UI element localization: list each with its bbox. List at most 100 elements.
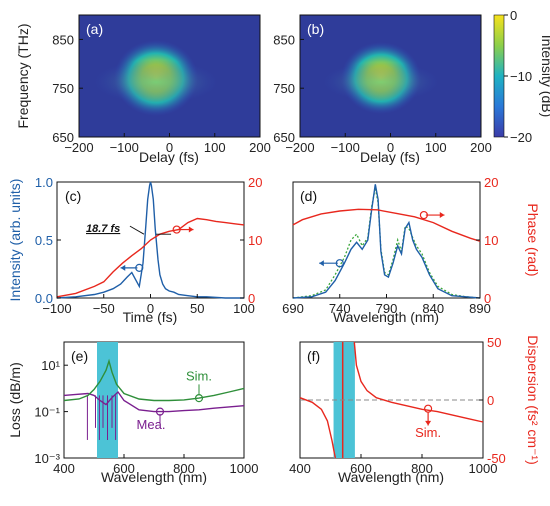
ytick-label: 750 <box>52 81 74 96</box>
axes-e-xtick-label: 600 <box>113 461 135 476</box>
panel-b-label: (b) <box>307 21 324 37</box>
axes-c-xtick-label: 0 <box>147 301 154 316</box>
axes-c-ytick-label: 0.0 <box>35 291 53 306</box>
spectrum-sim-line <box>292 187 481 299</box>
fwhm-pointer-left <box>129 225 145 235</box>
intensity-line <box>56 181 244 299</box>
axes-a-xlabel: Delay (fs) <box>139 149 199 165</box>
axes-c-xlabel: Time (fs) <box>123 309 178 325</box>
axes-d-xtick-label: 740 <box>329 301 351 316</box>
heatmap-b-sidelobes <box>323 62 439 102</box>
dispersion-arrowhead <box>425 420 432 426</box>
axes-a-xtick-label: −100 <box>110 140 139 155</box>
axes-e-plot: Sim. Mea. <box>63 342 245 458</box>
axes-f-xtick-label: 400 <box>289 461 311 476</box>
heatmap-a-sidelobes <box>94 60 218 104</box>
panel-e-label: (e) <box>71 348 88 364</box>
axes-e-xtick-label: 800 <box>173 461 195 476</box>
axes-a-ylabel: Frequency (THz) <box>15 23 31 128</box>
axes-d-y2tick-label: 10 <box>484 233 498 248</box>
colorbar-tick-label: −20 <box>510 130 532 145</box>
axes-a-xtick-label: 0 <box>166 140 173 155</box>
axes-f-y2tick-label: -50 <box>487 451 506 466</box>
axes-d-xlabel: Wavelength (nm) <box>333 309 439 325</box>
colorbar-ticks: 0 −10 −20 <box>504 8 532 145</box>
axes-b-ticks: −200 −100 0 100 200 650 750 850 <box>273 32 492 155</box>
axes-f-xtick-label: 600 <box>350 461 372 476</box>
axes-a-xtick-label: −200 <box>64 140 93 155</box>
axes-c-y2tick-label: 10 <box>248 233 262 248</box>
sim-legend-label: Sim. <box>186 368 212 383</box>
axes-b-xtick-label: 0 <box>387 140 394 155</box>
spectrum-meas-line <box>292 184 481 299</box>
axes-d-xtick-label: 690 <box>282 301 304 316</box>
axes-f-plot: Sim. <box>299 341 484 459</box>
axes-d-plot <box>292 184 481 299</box>
ytick-label: 650 <box>273 130 295 145</box>
axes-d-frame <box>292 181 481 299</box>
loss-measured-line <box>63 390 245 413</box>
axes-b-xtick-label: −100 <box>331 140 360 155</box>
axes-a-xtick-label: 100 <box>204 140 226 155</box>
axes-f-xtick-label: 800 <box>411 461 433 476</box>
phase-arrowhead <box>188 226 194 233</box>
axes-b-xtick-label: 100 <box>425 140 447 155</box>
dispersion-line <box>299 397 337 459</box>
axes-c-ylabel: Intensity (arb. units) <box>7 179 23 302</box>
axes-d-xtick-label: 890 <box>469 301 491 316</box>
dispersion-legend-label: Sim. <box>415 425 441 440</box>
axes-e-ytick-label: 10⁻³ <box>34 451 60 466</box>
loss-simulated-line <box>63 358 245 402</box>
axes-b-xtick-label: −200 <box>285 140 314 155</box>
axes-c-y2tick-label: 0 <box>248 291 255 306</box>
axes-e-xtick-label: 400 <box>53 461 75 476</box>
axes-c-ytick-label: 0.5 <box>35 233 53 248</box>
axes-d-y2label: Phase (rad) <box>525 203 541 276</box>
ytick-label: 750 <box>273 81 295 96</box>
spectrum-arrowhead <box>319 260 324 267</box>
ytick-label: 850 <box>273 32 295 47</box>
panel-c: (c) 18.7 fs −100 −50 0 50 1000.00.51.001020 … <box>7 175 262 325</box>
dispersion-line <box>353 341 484 423</box>
axes-d-xtick-label: 790 <box>376 301 398 316</box>
panel-d-label: (d) <box>300 188 317 204</box>
axes-e-ytick-label: 10⁻¹ <box>34 405 60 420</box>
axes-f-xlabel: Wavelength (nm) <box>338 469 444 485</box>
dispersion-marker <box>424 404 433 413</box>
panel-f: Sim. (f) 400 600 800 1000-50 0 50 Wavelength … <box>289 335 541 485</box>
axes-e-ticks: 400 600 800 1000 10⁻³ 10⁻¹ 10¹ <box>34 358 258 476</box>
colorbar-tick-label: −10 <box>510 69 532 84</box>
intensity-arrowhead <box>120 264 126 271</box>
axes-c-ytick-label: 1.0 <box>35 175 53 190</box>
colorbar-label: Intensity (dB) <box>539 35 550 117</box>
axes-f-ticks: 400 600 800 1000-50 0 50 <box>289 335 506 476</box>
colorbar: 0 −10 −20 Intensity (dB) <box>493 8 550 145</box>
axes-e-xtick-label: 1000 <box>230 461 259 476</box>
axes-e-ytick-label: 10¹ <box>41 358 60 373</box>
spectral-phase-arrowhead <box>439 212 445 219</box>
axes-b-xlabel: Delay (fs) <box>360 149 420 165</box>
axes-f-y2tick-label: 0 <box>487 393 494 408</box>
axes-a-ticks: −200 −100 0 100 200 650 750 850 <box>52 32 271 155</box>
ytick-label: 850 <box>52 32 74 47</box>
colorbar-gradient <box>493 14 505 138</box>
mea-legend-label: Mea. <box>137 417 166 432</box>
axes-c-xtick-label: 50 <box>190 301 204 316</box>
axes-d-y2tick-label: 0 <box>484 291 491 306</box>
axes-e-ylabel: Loss (dB/m) <box>7 362 23 437</box>
axes-d-y2tick-label: 20 <box>484 175 498 190</box>
axes-c-plot <box>56 181 245 299</box>
axes-c-xtick-label: 100 <box>233 301 255 316</box>
axes-f-y2tick-label: 50 <box>487 335 501 350</box>
axes-b-xtick-label: 200 <box>470 140 492 155</box>
fwhm-annotation: 18.7 fs <box>86 223 120 235</box>
panel-f-label: (f) <box>307 348 320 364</box>
axes-a-xtick-label: 200 <box>249 140 271 155</box>
axes-c-ticks: −100 −50 0 50 100 0.0 0.5 1.0 0 10 20 <box>35 175 263 316</box>
axes-c-y2tick-label: 20 <box>248 175 262 190</box>
axes-c-xtick-label: −100 <box>42 301 71 316</box>
